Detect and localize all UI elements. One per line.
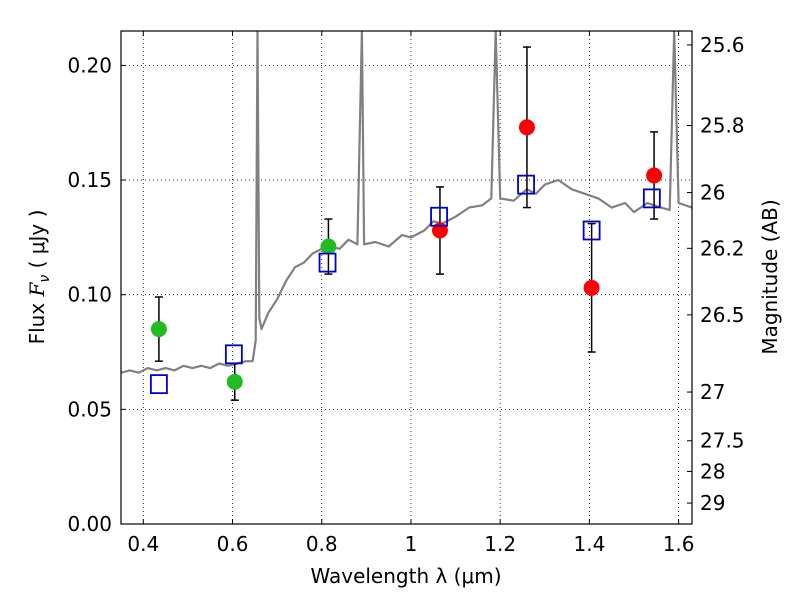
model-photometry-square <box>517 174 535 195</box>
red-data-point <box>646 167 663 184</box>
model-photometry-square <box>582 220 601 241</box>
y-tick-label: 0.00 <box>67 512 112 536</box>
y-axis-title-suffix: ( μJy ) <box>25 210 49 275</box>
y2-tick-label: 27.5 <box>700 429 745 453</box>
marker-layer <box>150 46 663 401</box>
y-axis-title-subscript: ν <box>37 275 53 283</box>
x-tick-label: 1.2 <box>484 532 516 556</box>
y2-tick-label: 29 <box>700 491 725 515</box>
x-tick-label: 0.6 <box>217 532 249 556</box>
y-axis-title-symbol: F <box>25 281 49 297</box>
y-axis-title-prefix: Flux <box>25 296 49 344</box>
red-data-point <box>583 279 600 296</box>
y-axis-title: Flux Fν ( μJy ) <box>25 210 53 345</box>
y2-axis-title: Magnitude (AB) <box>758 199 782 354</box>
y2-tick-label: 27 <box>700 380 725 404</box>
y-tick-label: 0.15 <box>67 168 112 192</box>
y-tick-label: 0.10 <box>67 283 112 307</box>
y2-tick-label: 26 <box>700 181 725 205</box>
model-photometry-square <box>318 252 337 273</box>
x-tick-label: 0.8 <box>306 532 338 556</box>
y2-tick-label: 26.2 <box>700 236 745 260</box>
model-spectrum-line <box>121 31 692 374</box>
plot-area <box>121 31 692 524</box>
x-tick-label: 1 <box>405 532 418 556</box>
model-photometry-square <box>642 188 661 209</box>
model-photometry-square <box>224 344 243 365</box>
model-photometry-square <box>150 374 168 395</box>
y-tick-label: 0.05 <box>67 397 112 421</box>
y2-tick-label: 28 <box>700 459 725 483</box>
green-data-point <box>320 238 337 255</box>
y2-tick-label: 26.5 <box>700 303 745 327</box>
y-tick-label: 0.20 <box>67 53 112 77</box>
x-axis-title: Wavelength λ (μm) <box>310 564 501 588</box>
green-data-point <box>150 321 167 338</box>
red-data-point <box>518 119 535 136</box>
series-layer <box>121 31 692 374</box>
plot-frame <box>120 30 693 525</box>
model-photometry-square <box>430 206 448 227</box>
green-data-point <box>226 373 243 390</box>
red-data-point <box>431 222 448 239</box>
y2-tick-label: 25.6 <box>700 33 745 57</box>
x-tick-label: 0.4 <box>127 532 159 556</box>
y2-tick-label: 25.8 <box>700 114 745 138</box>
x-tick-label: 1.4 <box>573 532 605 556</box>
ticks: 0.4 0.6 0.8 1 1.2 1.4 1.6 0.00 0.05 0.10 0.15 0.20 2… <box>67 31 745 556</box>
x-tick-label: 1.6 <box>663 532 695 556</box>
